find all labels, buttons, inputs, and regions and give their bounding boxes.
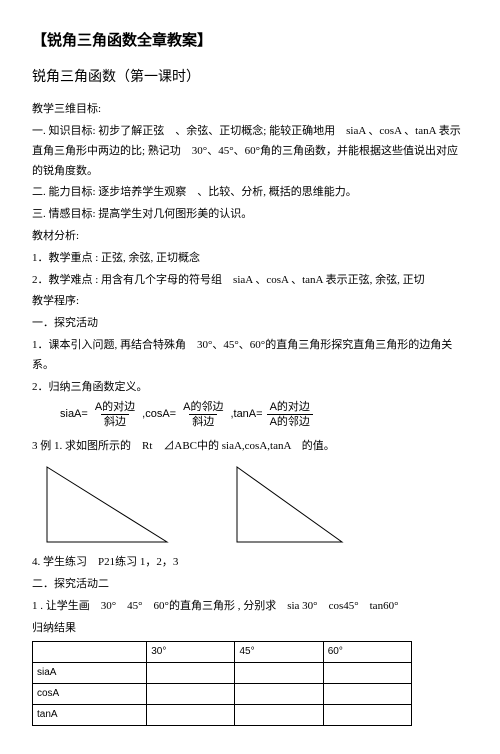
result-table: 30° 45° 60° siaA cosA tanA (32, 641, 412, 726)
cosA-den: 斜边 (189, 414, 217, 428)
cosA-label: ,cosA= (142, 405, 176, 425)
activity1-line1: 1．课本引入问题, 再结合特殊角 30°、45°、60°的直角三角形探究直角三角… (32, 336, 468, 376)
goals-title: 教学三维目标: (32, 100, 468, 120)
table-cell (323, 683, 411, 704)
triangle-right (232, 462, 352, 547)
table-cell (147, 704, 235, 725)
table-cell: 30° (147, 641, 235, 662)
activity1-title: 一．探究活动 (32, 314, 468, 334)
tanA-fraction: A的对边 A的邻边 (267, 401, 313, 428)
point-1: 1．教学重点 : 正弦, 余弦, 正切概念 (32, 249, 468, 269)
table-cell (235, 683, 323, 704)
cosA-num: A的邻边 (180, 401, 226, 414)
example-3: 3 例 1. 求如图所示的 Rt ⊿ABC中的 siaA,cosA,tanA 的… (32, 437, 468, 457)
sub-heading: 锐角三角函数（第一课时） (32, 65, 468, 90)
table-cell: 45° (235, 641, 323, 662)
formula-row: siaA= A的对边 斜边 ,cosA= A的邻边 斜边 ,tanA= A的对边… (60, 401, 468, 428)
tanA-num: A的对边 (267, 401, 313, 414)
activity1-line2: 2．归纳三角函数定义。 (32, 378, 468, 398)
table-cell (323, 704, 411, 725)
analyze-title: 教材分析: (32, 227, 468, 247)
summarize-label: 归纳结果 (32, 619, 468, 639)
tanA-label: ,tanA= (230, 405, 262, 425)
table-cell (33, 641, 147, 662)
siaA-den: 斜边 (101, 414, 129, 428)
goal-2: 二. 能力目标: 逐步培养学生观察 、比较、分析, 概括的思维能力。 (32, 183, 468, 203)
siaA-label: siaA= (60, 405, 88, 425)
exercise-4: 4. 学生练习 P21练习 1，2，3 (32, 553, 468, 573)
table-cell (235, 704, 323, 725)
table-cell: siaA (33, 662, 147, 683)
siaA-num: A的对边 (92, 401, 138, 414)
goal-3: 三. 情感目标: 提高学生对几何图形美的认识。 (32, 205, 468, 225)
table-cell (235, 662, 323, 683)
tanA-den: A的邻边 (267, 414, 313, 428)
table-cell (323, 662, 411, 683)
activity2-title: 二．探究活动二 (32, 575, 468, 595)
table-cell (147, 662, 235, 683)
table-cell (147, 683, 235, 704)
table-row: cosA (33, 683, 412, 704)
activity2-line1: 1 . 让学生画 30° 45° 60°的直角三角形 , 分别求 sia 30°… (32, 597, 468, 617)
table-row: 30° 45° 60° (33, 641, 412, 662)
table-row: siaA (33, 662, 412, 683)
triangle-figures (42, 462, 468, 547)
triangle-left (42, 462, 172, 547)
cosA-fraction: A的邻边 斜边 (180, 401, 226, 428)
point-2: 2．教学难点 : 用含有几个字母的符号组 siaA 、cosA 、tanA 表示… (32, 271, 468, 291)
goal-1: 一. 知识目标: 初步了解正弦 、余弦、正切概念; 能较正确地用 siaA 、c… (32, 122, 468, 181)
proc-title: 教学程序: (32, 292, 468, 312)
table-cell: cosA (33, 683, 147, 704)
siaA-fraction: A的对边 斜边 (92, 401, 138, 428)
table-cell: tanA (33, 704, 147, 725)
table-row: tanA (33, 704, 412, 725)
main-heading: 【锐角三角函数全章教案】 (32, 28, 468, 55)
table-cell: 60° (323, 641, 411, 662)
